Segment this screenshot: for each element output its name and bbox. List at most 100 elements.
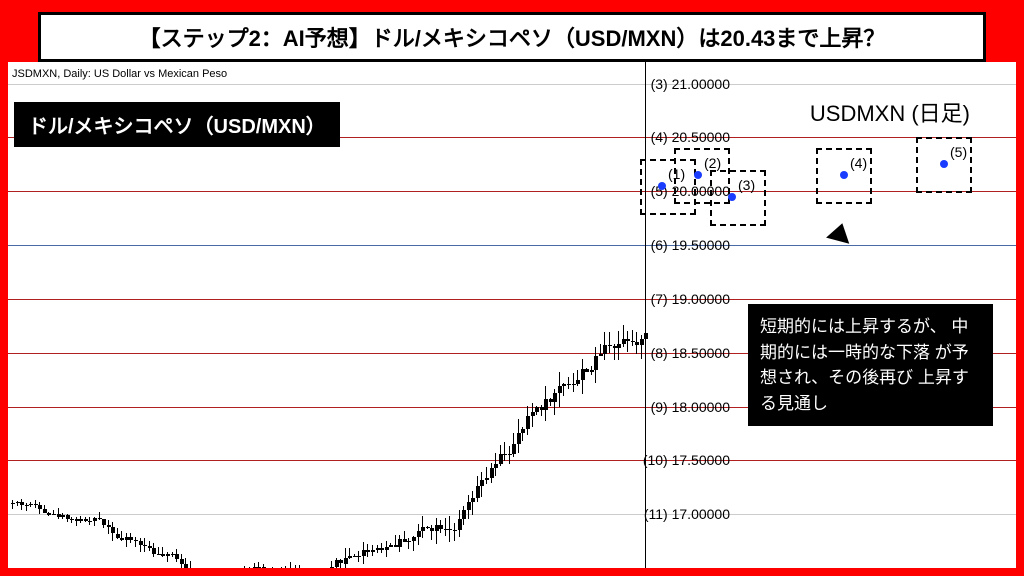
candle — [103, 519, 104, 528]
candle — [254, 563, 255, 568]
candle — [454, 523, 455, 541]
candle — [481, 472, 482, 498]
candle — [541, 405, 542, 416]
candle — [413, 536, 414, 550]
prediction-dot — [840, 171, 848, 179]
candle — [39, 502, 40, 514]
candle — [395, 535, 396, 547]
candle — [12, 500, 13, 508]
candle — [568, 377, 569, 389]
candle — [80, 516, 81, 522]
candle — [645, 322, 646, 340]
title-banner: 【ステップ2：AI予想】ドル/メキシコペソ（USD/MXN）は20.43まで上昇… — [38, 12, 986, 62]
candle — [614, 344, 615, 359]
candle — [408, 538, 409, 549]
candle — [550, 398, 551, 406]
candle — [26, 503, 27, 511]
candle — [121, 531, 122, 540]
candle — [290, 562, 291, 568]
candle — [431, 525, 432, 540]
candle — [591, 366, 592, 375]
candle — [513, 433, 514, 456]
annotation-box: 短期的には上昇するが、 中期的には一時的な下落 が予想され、その後再び 上昇する… — [748, 304, 993, 426]
candle — [349, 548, 350, 559]
candle — [62, 513, 63, 519]
candle — [495, 453, 496, 476]
candle — [181, 554, 182, 568]
candle — [632, 330, 633, 347]
candle — [573, 373, 574, 392]
candle — [468, 495, 469, 519]
candle — [190, 561, 191, 568]
candle — [522, 427, 523, 440]
candle — [340, 559, 341, 568]
candle — [509, 446, 510, 464]
candle — [486, 467, 487, 484]
prediction-dot — [694, 171, 702, 179]
candle — [176, 549, 177, 562]
candle — [99, 512, 100, 520]
candle — [117, 528, 118, 539]
prediction-number: (4) — [850, 155, 867, 171]
candle — [30, 502, 31, 506]
candle — [445, 518, 446, 536]
candle — [48, 512, 49, 516]
candle — [272, 567, 273, 568]
timeframe-label: USDMXN (日足) — [810, 96, 970, 128]
candle — [586, 368, 587, 372]
candle — [130, 533, 131, 543]
candle — [185, 558, 186, 568]
candle — [636, 332, 637, 354]
candle — [244, 566, 245, 568]
pair-label: ドル/メキシコペソ（USD/MXN） — [14, 102, 340, 147]
candle — [618, 331, 619, 360]
candle — [144, 538, 145, 553]
y-axis-label: (6) 19.50000 — [651, 237, 730, 253]
candle — [390, 543, 391, 546]
candle — [491, 463, 492, 483]
prediction-number: (3) — [738, 177, 755, 193]
candle — [153, 543, 154, 557]
chart-header-text: JSDMXN, Daily: US Dollar vs Mexican Peso — [12, 68, 227, 80]
candle — [427, 526, 428, 530]
candle — [418, 524, 419, 545]
candle — [17, 501, 18, 506]
candle — [436, 518, 437, 544]
candle — [609, 332, 610, 353]
title-text: 【ステップ2：AI予想】ドル/メキシコペソ（USD/MXN）は20.43まで上昇… — [139, 26, 886, 51]
candle — [108, 520, 109, 534]
candle — [281, 567, 282, 568]
prediction-number: (5) — [950, 144, 967, 160]
candle — [559, 372, 560, 407]
candle — [71, 517, 72, 523]
candle — [381, 543, 382, 553]
candle — [399, 535, 400, 552]
prediction-dot — [658, 182, 666, 190]
candle — [149, 541, 150, 550]
candle — [577, 370, 578, 385]
candle — [545, 386, 546, 421]
candle — [162, 547, 163, 557]
candle — [472, 491, 473, 515]
pair-label-text: ドル/メキシコペソ（USD/MXN） — [28, 116, 326, 138]
candle — [249, 567, 250, 568]
candle — [386, 541, 387, 556]
candle — [536, 406, 537, 414]
candle — [449, 516, 450, 541]
candle — [285, 566, 286, 568]
candle — [527, 406, 528, 435]
candle — [532, 403, 533, 427]
candle — [258, 562, 259, 568]
candle — [140, 538, 141, 552]
candle — [44, 505, 45, 513]
prediction-number: (2) — [704, 155, 721, 171]
candle — [85, 517, 86, 521]
candle — [299, 565, 300, 568]
y-axis-label: (7) 19.00000 — [651, 291, 730, 307]
candle — [459, 510, 460, 537]
candle — [404, 531, 405, 543]
candle — [600, 344, 601, 356]
candle — [21, 499, 22, 510]
y-axis-label: (9) 18.00000 — [651, 399, 730, 415]
candle — [604, 332, 605, 360]
